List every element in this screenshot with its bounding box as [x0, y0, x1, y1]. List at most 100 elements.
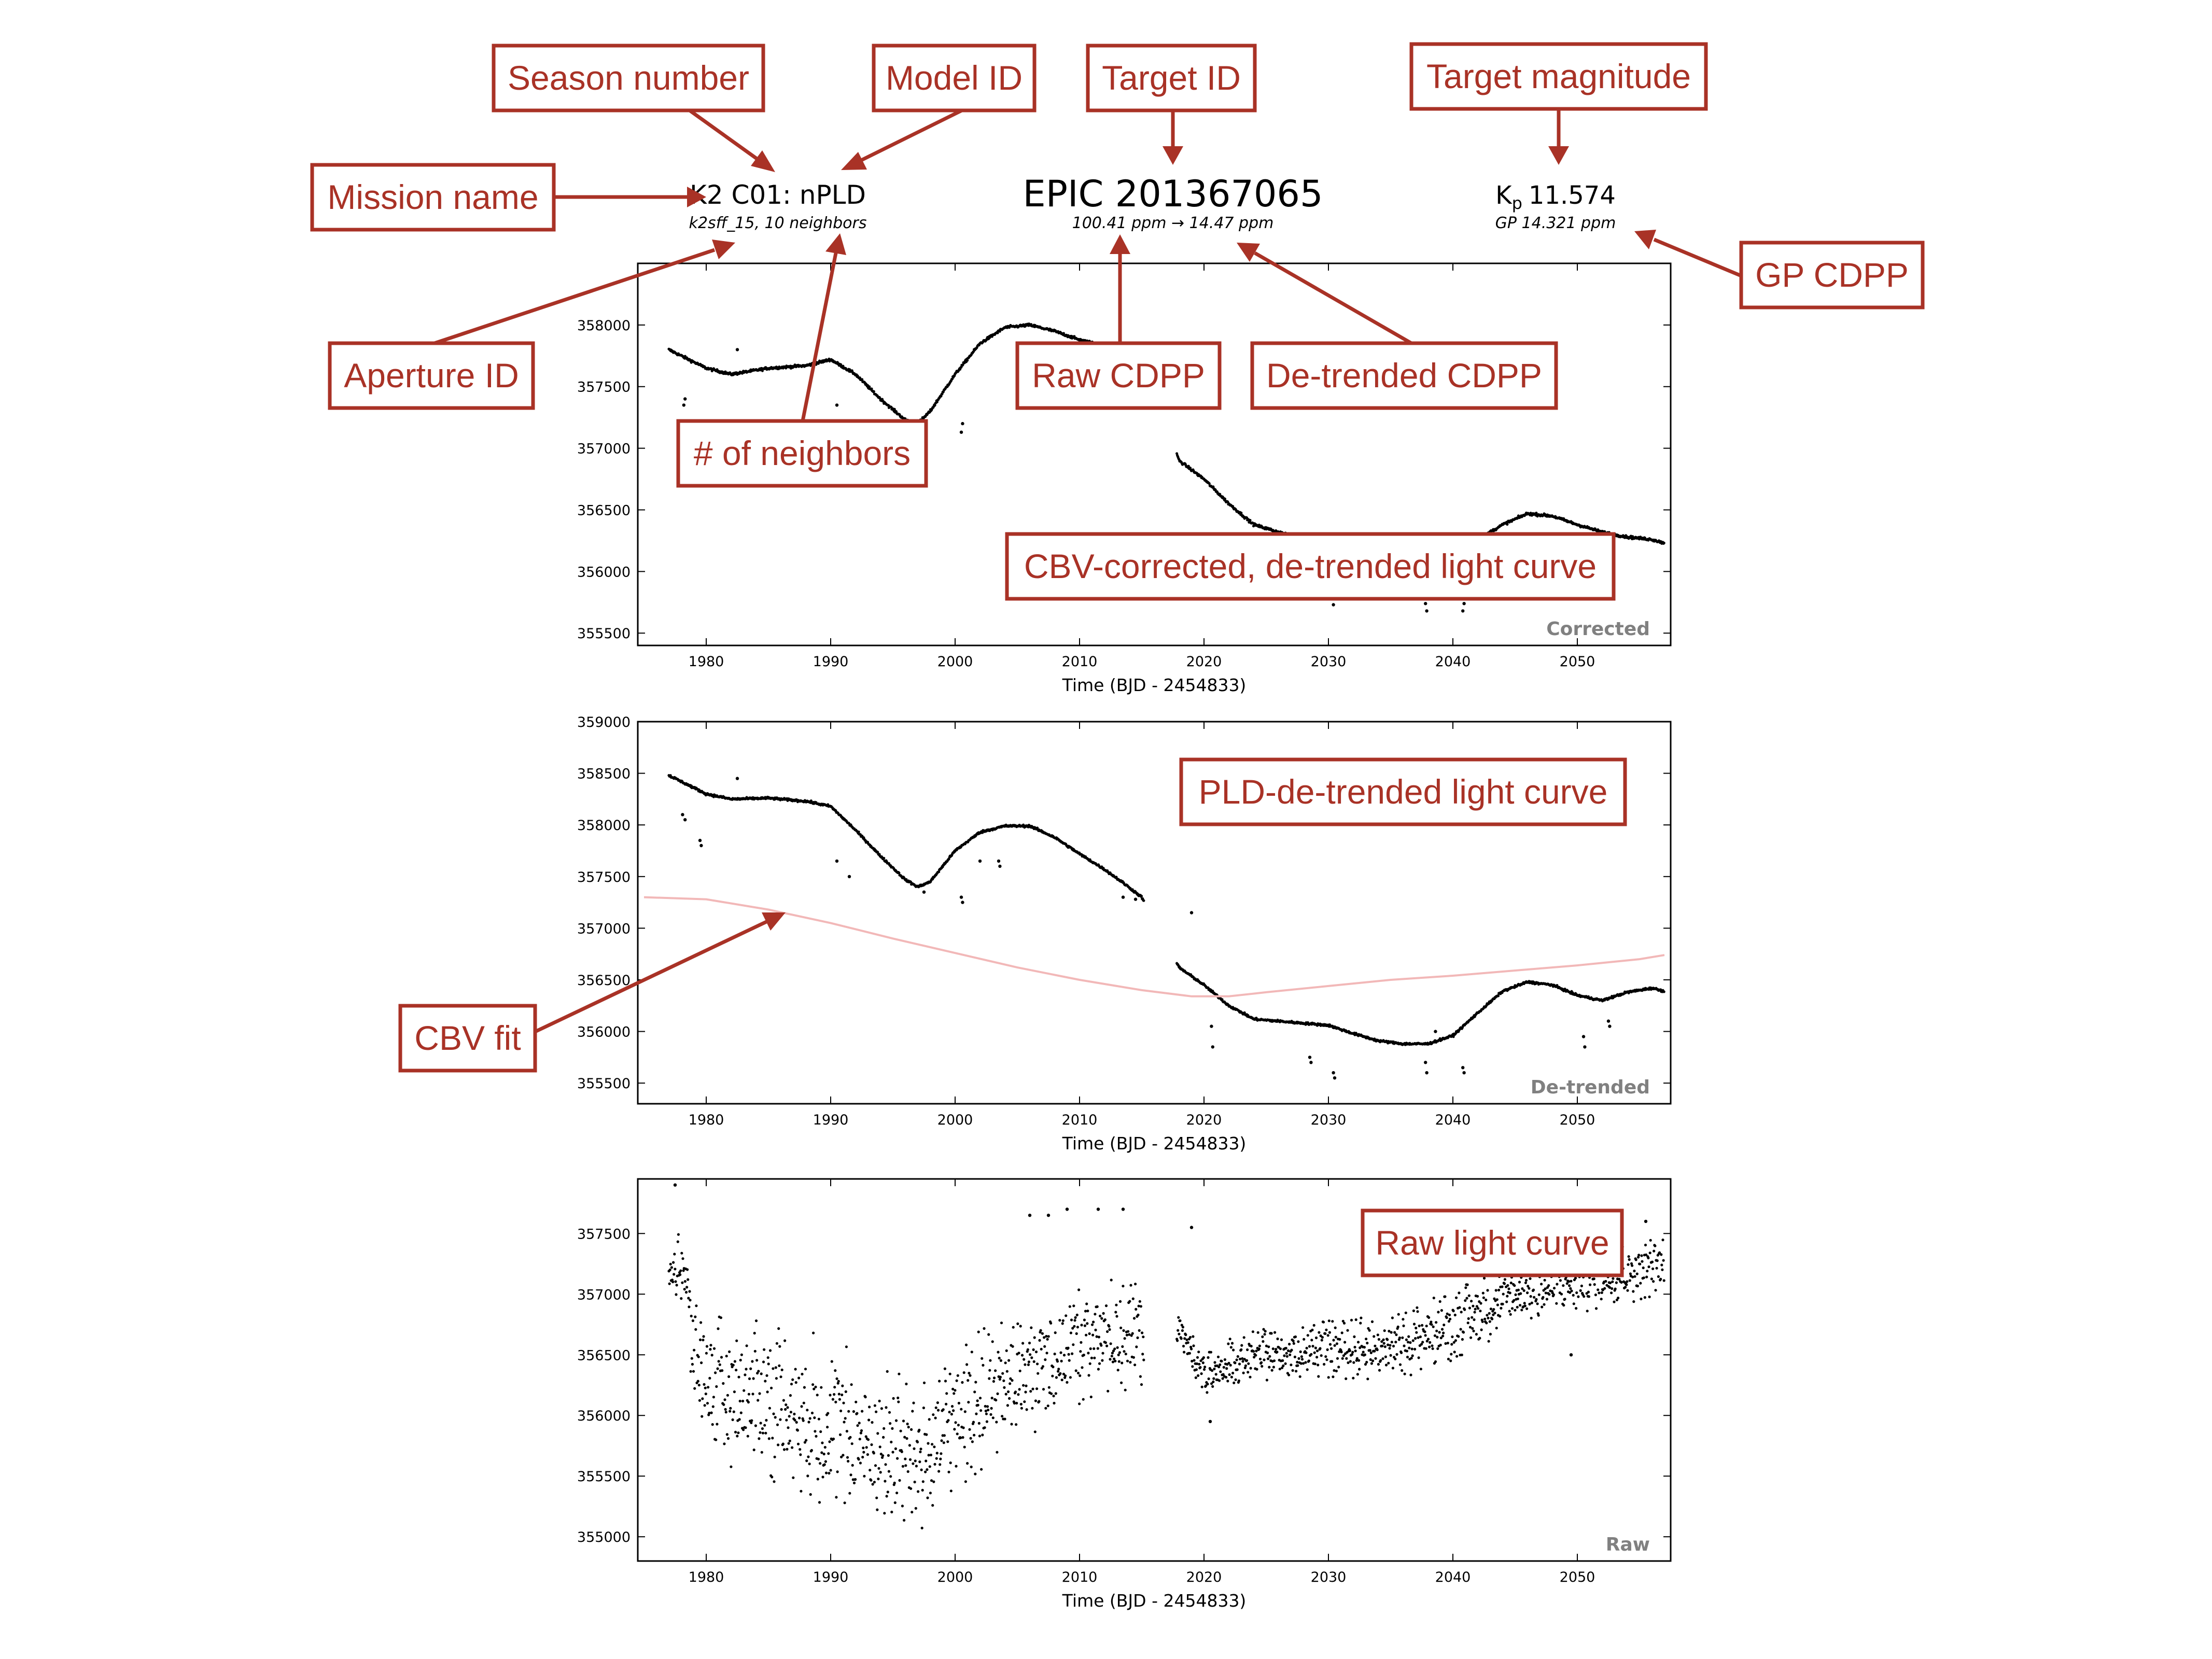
- data-point: [997, 1351, 1000, 1354]
- data-point: [1089, 1347, 1092, 1351]
- data-point: [824, 1471, 828, 1474]
- data-point: [820, 1386, 823, 1389]
- data-point: [835, 1377, 838, 1380]
- data-point: [1003, 1417, 1006, 1421]
- data-point: [785, 1403, 788, 1407]
- data-point: [704, 1393, 707, 1396]
- data-point: [1008, 1397, 1011, 1400]
- data-point: [725, 1355, 728, 1358]
- data-point: [1049, 1321, 1053, 1325]
- data-point: [1432, 1297, 1435, 1300]
- data-point: [868, 1405, 871, 1409]
- data-point: [759, 1431, 762, 1434]
- data-point: [1305, 1351, 1308, 1354]
- data-point: [716, 1423, 719, 1426]
- data-point: [1410, 1357, 1413, 1360]
- data-point: [1052, 1395, 1055, 1398]
- data-point: [815, 1435, 818, 1438]
- data-point: [1312, 1324, 1315, 1327]
- data-point: [1078, 1402, 1081, 1405]
- data-point: [928, 1418, 931, 1421]
- data-point: [782, 1399, 785, 1402]
- data-point: [1045, 1352, 1048, 1355]
- data-point: [751, 1360, 754, 1363]
- data-point: [907, 1426, 910, 1429]
- data-point: [1198, 1362, 1201, 1366]
- data-point: [819, 1462, 822, 1465]
- data-point: [1085, 1302, 1088, 1305]
- data-point: [1388, 1347, 1391, 1350]
- data-point: [856, 1424, 859, 1427]
- data-point: [1126, 1359, 1129, 1362]
- data-point: [862, 1451, 865, 1454]
- data-point: [1292, 1342, 1295, 1345]
- y-tick-label: 355500: [577, 626, 631, 642]
- y-tick-label: 356500: [577, 973, 631, 989]
- data-point: [707, 1386, 710, 1389]
- data-point: [1054, 1331, 1057, 1334]
- data-point: [745, 1368, 748, 1371]
- data-point: [1181, 1326, 1184, 1329]
- data-point: [1205, 1384, 1208, 1387]
- data-point: [1293, 1355, 1296, 1358]
- data-point: [1142, 899, 1145, 902]
- data-point: [1446, 1342, 1449, 1345]
- data-point: [1271, 1347, 1275, 1351]
- data-point: [795, 1421, 798, 1424]
- data-point: [840, 1455, 843, 1458]
- data-point: [765, 1418, 768, 1422]
- data-point: [889, 1475, 892, 1478]
- data-point: [683, 1288, 686, 1291]
- x-tick-label: 1980: [689, 1569, 724, 1585]
- data-point: [1346, 1329, 1349, 1332]
- data-point: [1342, 1321, 1346, 1325]
- data-point: [780, 1408, 783, 1411]
- data-point: [763, 1348, 766, 1351]
- data-point: [1086, 1310, 1089, 1313]
- data-point: [964, 1343, 968, 1346]
- data-point: [1194, 1376, 1197, 1379]
- data-point: [778, 1345, 781, 1348]
- y-tick-label: 357500: [577, 869, 631, 885]
- data-point: [765, 1374, 768, 1377]
- data-point: [772, 1367, 775, 1370]
- outlier-point: [1425, 609, 1429, 613]
- data-point: [963, 1410, 967, 1413]
- outlier-point: [998, 864, 1002, 868]
- data-point: [695, 1304, 698, 1307]
- data-point: [1083, 1318, 1086, 1321]
- data-point: [787, 1442, 790, 1445]
- data-point: [872, 390, 875, 393]
- data-point: [1094, 1313, 1097, 1316]
- data-point: [1083, 1324, 1086, 1327]
- data-point: [1029, 1390, 1032, 1393]
- data-point: [1337, 1366, 1340, 1369]
- data-point: [940, 1452, 943, 1455]
- data-point: [1002, 1379, 1005, 1382]
- data-point: [802, 1401, 805, 1404]
- data-point: [689, 1370, 692, 1373]
- data-point: [938, 1380, 941, 1383]
- data-point: [1398, 1363, 1402, 1366]
- data-point: [752, 1449, 755, 1452]
- data-point: [1240, 1348, 1243, 1351]
- data-point: [706, 1402, 709, 1405]
- data-point: [1450, 1343, 1453, 1346]
- data-point: [1236, 1368, 1239, 1371]
- data-point: [750, 1421, 753, 1424]
- data-point: [1417, 1356, 1420, 1359]
- data-point: [702, 1339, 705, 1342]
- data-point: [1061, 1319, 1065, 1322]
- data-point: [1257, 1347, 1261, 1351]
- data-point: [726, 1437, 730, 1440]
- data-point: [986, 1405, 989, 1408]
- data-point: [956, 1432, 959, 1436]
- data-point: [1075, 1332, 1078, 1335]
- data-point: [911, 1410, 914, 1413]
- plot-area: [643, 774, 1665, 1080]
- outlier-point: [1332, 1071, 1335, 1075]
- data-point: [1431, 1344, 1434, 1347]
- data-point: [709, 1348, 712, 1351]
- data-point: [1085, 1333, 1088, 1337]
- data-point: [794, 1381, 797, 1384]
